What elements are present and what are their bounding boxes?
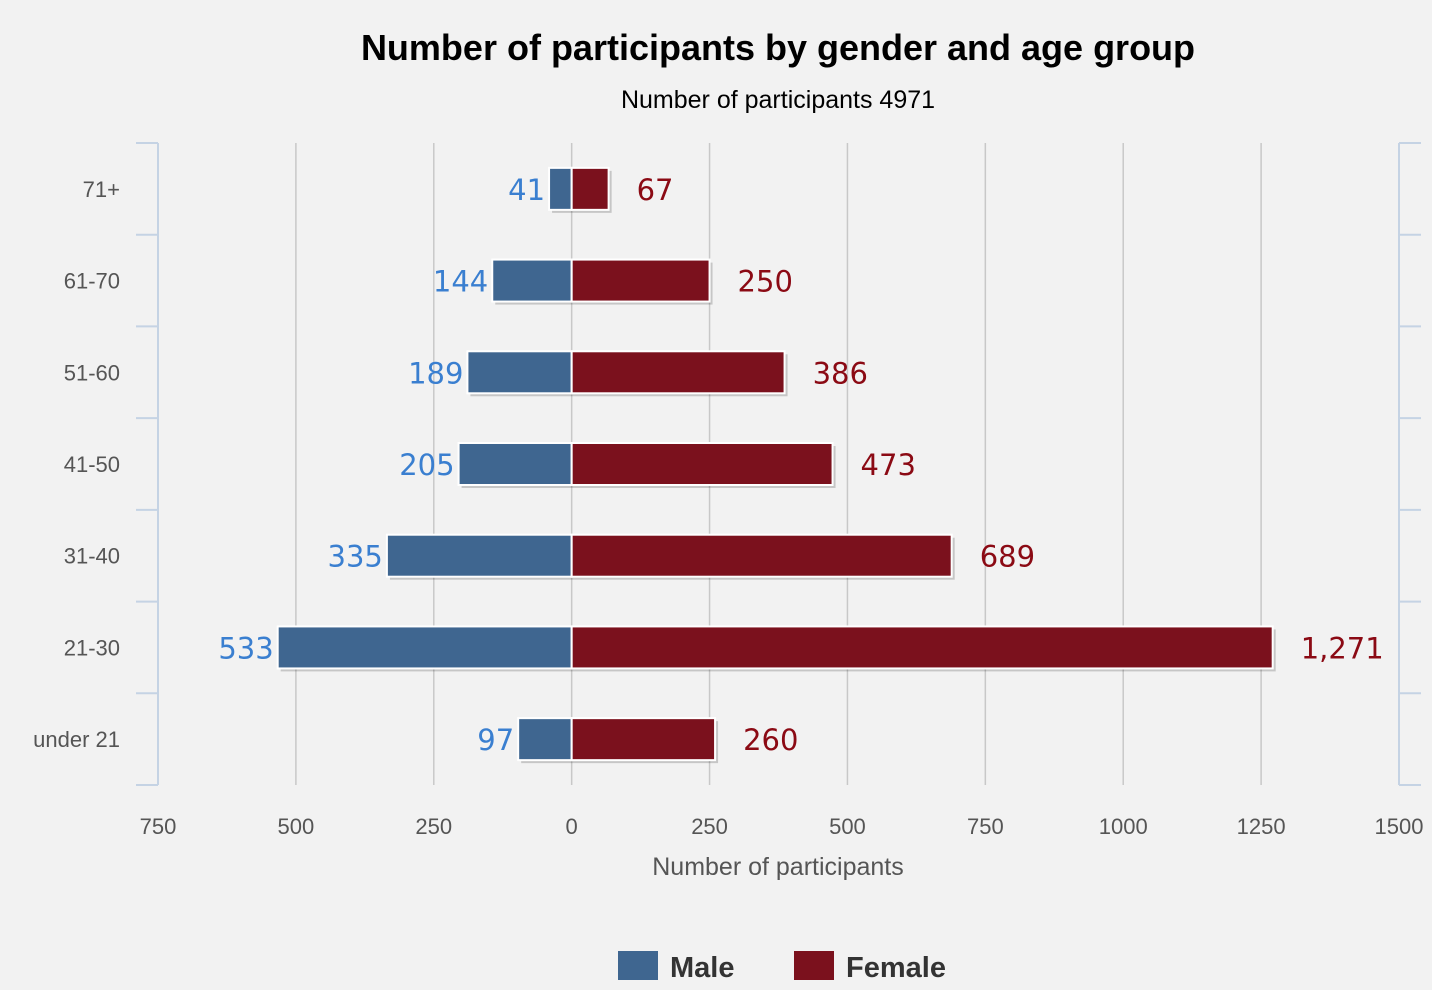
- legend-swatch: [794, 951, 834, 980]
- x-tick-label: 1500: [1375, 814, 1424, 839]
- axes: [136, 142, 1421, 786]
- legend-swatch: [618, 951, 658, 980]
- bar-male-31-40[interactable]: [385, 533, 573, 578]
- bar-male-21-30[interactable]: [276, 625, 573, 670]
- data-label-male: 205: [399, 448, 454, 482]
- data-label-female: 260: [743, 723, 798, 757]
- data-label-female: 250: [738, 265, 793, 299]
- legend-item-male[interactable]: Male: [618, 951, 734, 984]
- chart-subtitle: Number of participants 4971: [621, 86, 935, 114]
- data-label-male: 97: [477, 723, 514, 757]
- legend-label: Male: [670, 952, 734, 984]
- chart-title: Number of participants by gender and age…: [361, 27, 1195, 68]
- bar-female-41-50[interactable]: [570, 442, 834, 486]
- legend[interactable]: Male Female: [618, 951, 946, 984]
- data-label-female: 689: [980, 540, 1035, 574]
- category-labels: 71+ 61-70 51-60 41-50 31-40 21-30 under 21: [33, 177, 120, 752]
- bar-female-61-70[interactable]: [570, 258, 711, 303]
- category-label: under 21: [33, 727, 120, 752]
- x-tick-label: 750: [140, 814, 177, 839]
- bar-male-61-70[interactable]: [491, 258, 573, 303]
- data-label-male: 144: [433, 265, 488, 299]
- x-tick-label: 0: [566, 814, 578, 839]
- tick-labels: 750 500 250 0 250 500 750 1000 1250 1500: [140, 814, 1424, 839]
- legend-label: Female: [846, 952, 946, 984]
- bar-female-31-40[interactable]: [570, 533, 953, 578]
- category-label: 31-40: [64, 544, 120, 569]
- category-label: 51-60: [64, 360, 120, 385]
- data-label-male: 335: [328, 540, 383, 574]
- x-tick-label: 250: [415, 814, 452, 839]
- x-tick-label: 250: [691, 814, 728, 839]
- x-tick-label: 1000: [1099, 814, 1148, 839]
- data-label-male: 533: [218, 631, 273, 665]
- legend-item-female[interactable]: Female: [794, 951, 946, 984]
- category-label: 61-70: [64, 269, 120, 294]
- data-label-male: 189: [408, 356, 463, 390]
- x-tick-label: 750: [967, 814, 1004, 839]
- data-label-female: 1,271: [1301, 631, 1384, 665]
- category-label: 41-50: [64, 452, 120, 477]
- x-tick-label: 500: [829, 814, 866, 839]
- bar-male-71+[interactable]: [548, 166, 573, 211]
- bar-male-under-21[interactable]: [517, 717, 573, 762]
- data-label-female: 386: [813, 356, 868, 390]
- category-label: 71+: [83, 177, 120, 202]
- x-axis-title: Number of participants: [652, 853, 904, 881]
- data-label-female: 473: [861, 448, 916, 482]
- data-label-male: 41: [508, 173, 545, 207]
- x-tick-label: 1250: [1237, 814, 1286, 839]
- bar-female-71+[interactable]: [570, 166, 610, 211]
- bar-male-41-50[interactable]: [457, 442, 573, 486]
- data-label-female: 67: [637, 173, 674, 207]
- category-label: 21-30: [64, 635, 120, 660]
- bar-male-51-60[interactable]: [466, 350, 573, 395]
- bar-female-under-21[interactable]: [570, 717, 717, 762]
- x-tick-label: 500: [278, 814, 315, 839]
- bar-female-51-60[interactable]: [570, 350, 786, 395]
- bar-female-21-30[interactable]: [570, 625, 1274, 670]
- bars: [276, 166, 1276, 764]
- data-labels: 41 144 189 205 335 533 97 67 250 386 473 689 1,271 26…: [218, 173, 1383, 757]
